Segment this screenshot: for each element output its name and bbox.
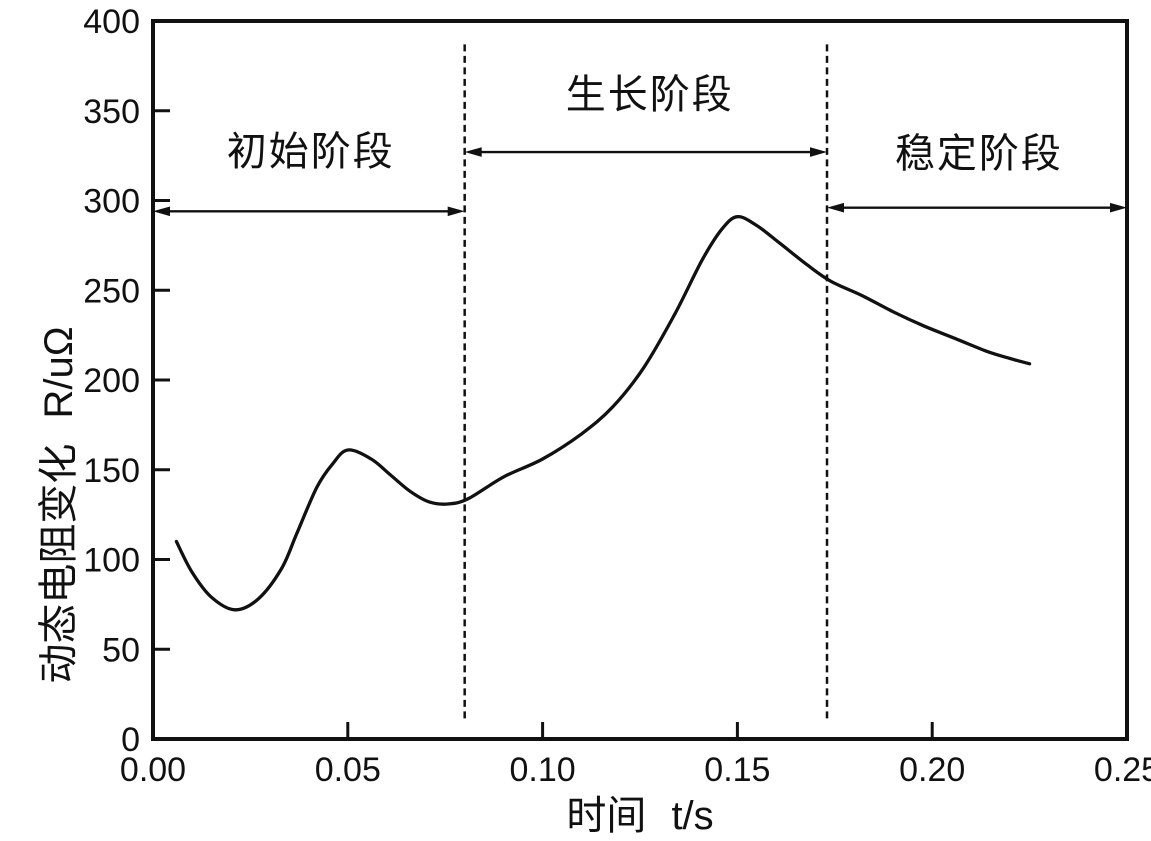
y-tick-label: 0: [121, 721, 140, 759]
y-axis-title: 动态电阻变化 R/uΩ: [37, 326, 81, 684]
x-tick-label: 0.05: [315, 751, 381, 789]
x-tick-label: 0.20: [899, 751, 965, 789]
x-tick-label: 0.15: [704, 751, 770, 789]
arrowhead-right-icon: [810, 147, 828, 157]
stage-label-initial: 初始阶段: [226, 130, 395, 175]
y-tick-label: 150: [83, 452, 140, 490]
x-tick-label: 0.10: [510, 751, 576, 789]
resistance-curve: [174, 215, 1032, 612]
arrowhead-left-icon: [153, 206, 170, 217]
arrowhead-right-icon: [447, 206, 465, 217]
y-tick-label: 250: [83, 272, 140, 310]
plot-frame: [151, 19, 1129, 741]
y-tick-label: 100: [83, 542, 140, 580]
arrowhead-left-icon: [464, 147, 482, 157]
arrowhead-left-icon: [827, 202, 845, 213]
x-tick-label: 0.00: [120, 751, 186, 789]
y-tick-label: 350: [83, 93, 140, 131]
y-tick-label: 200: [83, 362, 140, 400]
x-tick-label: 0.25: [1094, 751, 1151, 789]
y-tick-label: 300: [83, 183, 140, 221]
y-tick-label: 50: [102, 631, 140, 669]
stage-label-growth: 生长阶段: [565, 73, 734, 117]
y-tick-label: 400: [83, 3, 140, 41]
stage-label-stable: 稳定阶段: [894, 132, 1063, 177]
x-axis-title: 时间 t/s: [566, 794, 714, 838]
arrowhead-right-icon: [1110, 202, 1127, 213]
